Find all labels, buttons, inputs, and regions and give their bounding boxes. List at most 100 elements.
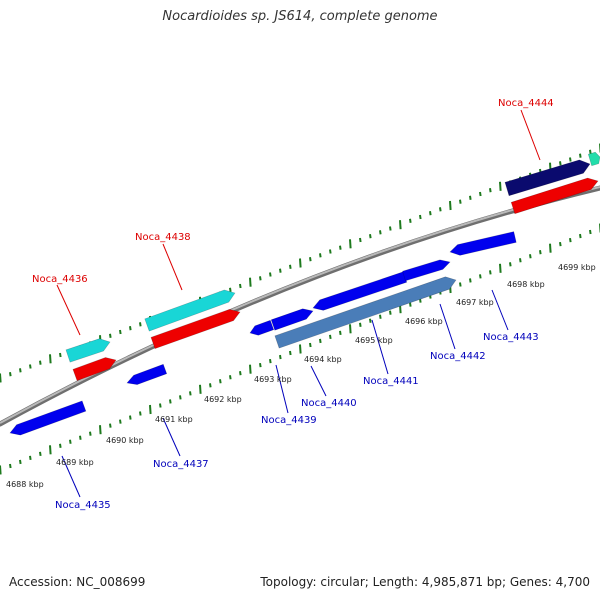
minor-tick <box>389 226 392 231</box>
minor-tick <box>319 253 322 258</box>
gene-label-noca-4437[interactable]: Noca_4437 <box>153 459 209 470</box>
minor-tick <box>139 322 142 327</box>
major-tick <box>549 243 552 253</box>
callout-noca-4438 <box>162 243 183 291</box>
minor-tick <box>109 423 112 428</box>
major-tick <box>249 277 252 287</box>
minor-tick <box>559 161 562 166</box>
minor-tick <box>489 270 492 275</box>
minor-tick <box>479 191 482 197</box>
minor-tick <box>119 419 122 424</box>
gene-bar-long-feature <box>274 276 457 349</box>
major-tick <box>299 258 302 268</box>
minor-tick <box>219 379 222 384</box>
minor-tick <box>319 338 322 344</box>
minor-tick <box>259 362 262 368</box>
minor-tick <box>489 188 492 193</box>
minor-tick <box>539 250 542 255</box>
minor-tick <box>339 330 342 336</box>
minor-tick <box>179 395 182 400</box>
minor-tick <box>59 443 62 448</box>
minor-tick <box>279 268 282 273</box>
major-tick <box>499 263 502 273</box>
minor-tick <box>289 350 292 356</box>
callout-noca-4437 <box>162 417 181 457</box>
callout-noca-4436 <box>56 284 81 336</box>
minor-tick <box>459 282 462 287</box>
lower-tick-track <box>0 223 600 475</box>
minor-tick <box>589 229 592 235</box>
gene-label-noca-4444[interactable]: Noca_4444 <box>498 98 554 109</box>
minor-tick <box>569 157 572 162</box>
gene-label-noca-4435[interactable]: Noca_4435 <box>55 500 111 511</box>
scale-label: 4698 kbp <box>507 280 545 289</box>
gene-bar-noca-4444-cds <box>510 177 599 215</box>
minor-tick <box>379 314 382 319</box>
gene-label-noca-4441[interactable]: Noca_4441 <box>363 376 419 387</box>
scale-label: 4688 kbp <box>6 480 44 489</box>
minor-tick <box>239 283 242 289</box>
scale-label: 4692 kbp <box>204 395 242 404</box>
minor-tick <box>369 234 372 239</box>
minor-tick <box>109 333 112 338</box>
major-tick <box>0 373 2 383</box>
minor-tick <box>139 411 142 416</box>
scale-label: 4699 kbp <box>558 263 596 272</box>
minor-tick <box>339 245 342 250</box>
minor-tick <box>329 334 332 340</box>
gene-bar-noca-4435 <box>9 400 87 436</box>
minor-tick <box>19 459 22 465</box>
major-tick <box>499 181 502 191</box>
minor-tick <box>369 318 372 323</box>
major-tick <box>249 364 252 374</box>
major-tick <box>199 384 202 394</box>
minor-tick <box>19 368 22 373</box>
backbone-highlight <box>0 186 600 424</box>
scale-label: 4696 kbp <box>405 317 443 326</box>
minor-tick <box>169 399 172 404</box>
gene-bar-noca-4439 <box>249 319 275 336</box>
gene-label-noca-4438[interactable]: Noca_4438 <box>135 232 191 243</box>
gene-label-noca-4442[interactable]: Noca_4442 <box>430 351 486 362</box>
minor-tick <box>389 310 392 315</box>
minor-tick <box>9 463 12 469</box>
gene-bar-noca-4443 <box>449 231 517 256</box>
gene-bar-neighbor <box>587 151 600 167</box>
minor-tick <box>69 439 72 444</box>
accession-text: Accession: NC_008699 <box>9 575 146 589</box>
gene-label-noca-4436[interactable]: Noca_4436 <box>32 274 88 285</box>
minor-tick <box>569 237 572 243</box>
gene-label-noca-4443[interactable]: Noca_4443 <box>483 332 539 343</box>
scale-label: 4697 kbp <box>456 298 494 307</box>
gene-label-noca-4439[interactable]: Noca_4439 <box>261 415 317 426</box>
gene-label-lines <box>56 109 541 498</box>
minor-tick <box>259 276 262 281</box>
minor-tick <box>589 149 592 154</box>
scale-label: 4695 kbp <box>355 336 393 345</box>
minor-tick <box>89 431 92 436</box>
scale-label: 4690 kbp <box>106 436 144 445</box>
scale-label: 4691 kbp <box>155 415 193 424</box>
minor-tick <box>419 214 422 220</box>
minor-tick <box>309 257 312 262</box>
minor-tick <box>239 371 242 376</box>
scale-label: 4694 kbp <box>304 355 342 364</box>
minor-tick <box>469 278 472 283</box>
major-tick <box>299 344 302 354</box>
gene-bar-noca-4438 <box>144 289 236 332</box>
minor-tick <box>309 342 312 348</box>
minor-tick <box>409 302 412 307</box>
gene-bar-noca-4438-cds <box>150 309 241 350</box>
minor-tick <box>159 403 162 408</box>
major-tick <box>0 465 2 475</box>
minor-tick <box>579 233 582 239</box>
major-tick <box>399 220 402 230</box>
minor-tick <box>379 230 382 235</box>
minor-tick <box>59 352 62 358</box>
gene-features <box>9 151 600 436</box>
minor-tick <box>469 195 472 200</box>
callout-noca-4443 <box>491 289 509 331</box>
minor-tick <box>39 360 42 365</box>
gene-label-noca-4440[interactable]: Noca_4440 <box>301 398 357 409</box>
